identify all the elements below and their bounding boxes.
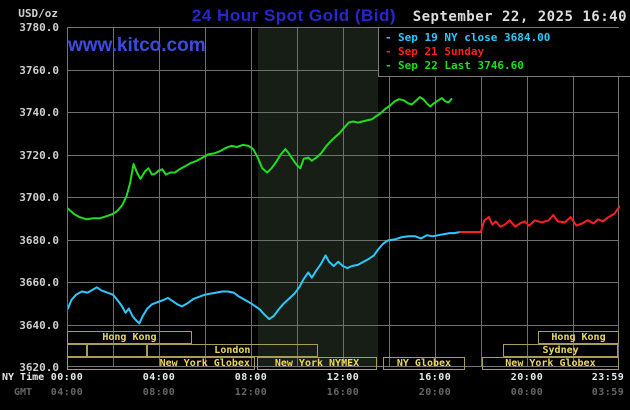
x-axis-row-name: GMT: [14, 387, 33, 398]
y-axis-label: 3680.0: [19, 233, 59, 247]
page-title: 24 Hour Spot Gold (Bid): [191, 6, 397, 25]
legend-label: Sep 21 Sunday: [398, 45, 485, 58]
legend-label: Sep 19 NY close 3684.00: [398, 31, 551, 44]
legend-dash-icon: -: [385, 59, 392, 72]
chart-legend: - Sep 19 NY close 3684.00- Sep 21 Sunday - S…: [378, 28, 630, 77]
price-line-sep22-today: [68, 96, 453, 221]
horizontal-gridline: [68, 154, 618, 156]
x-tick-label: 04:00: [50, 387, 84, 398]
x-tick-label: 04:00: [142, 372, 176, 383]
price-line-sep21-sunday: [459, 205, 620, 233]
y-axis-units-label: USD/oz: [18, 7, 58, 20]
x-tick-label: 16:00: [326, 387, 360, 398]
legend-dash-icon: -: [385, 31, 392, 44]
y-axis-label: 3740.0: [19, 106, 59, 119]
legend-item: - Sep 19 NY close 3684.00: [379, 31, 630, 45]
y-axis-label: 3640.0: [19, 318, 59, 332]
legend-dash-icon: -: [385, 45, 392, 58]
horizontal-gridline: [68, 112, 618, 113]
x-tick-label: 08:00: [234, 372, 268, 383]
y-axis-label: 3780.0: [19, 21, 59, 34]
kitco-watermark-link[interactable]: www.kitco.com: [68, 35, 206, 56]
horizontal-gridline: [68, 282, 618, 283]
x-tick-label: 00:00: [50, 372, 84, 383]
horizontal-gridline: [68, 324, 618, 326]
legend-item: - Sep 22 Last 3746.60: [379, 59, 630, 73]
price-line-sep19-friday: [68, 231, 462, 325]
x-tick-label: 16:00: [418, 372, 452, 383]
x-tick-label: 12:00: [326, 372, 360, 383]
y-axis-label: 3700.0: [19, 191, 59, 204]
chart-datetime: September 22, 2025 16:40: [412, 9, 627, 25]
y-axis-label: 3760.0: [19, 63, 59, 77]
x-tick-label: 03:59: [591, 387, 625, 398]
legend-item: - Sep 21 Sunday: [379, 45, 630, 59]
horizontal-gridline: [68, 197, 618, 198]
x-tick-label: 00:00: [510, 387, 544, 398]
horizontal-gridline: [68, 239, 618, 241]
x-tick-label: 20:00: [418, 387, 452, 398]
y-axis-label: 3660.0: [19, 276, 59, 289]
y-axis-label: 3720.0: [19, 148, 59, 162]
x-tick-label: 23:59: [591, 372, 625, 383]
x-axis-row-name: NY Time: [2, 372, 45, 383]
price-lines-svg: [68, 96, 620, 325]
plot-area: [67, 27, 620, 367]
x-tick-label: 12:00: [234, 387, 268, 398]
x-tick-label: 20:00: [510, 372, 544, 383]
legend-label: Sep 22 Last 3746.60: [398, 59, 524, 72]
x-tick-label: 08:00: [142, 387, 176, 398]
y-axis-label: 3620.0: [19, 361, 59, 374]
horizontal-gridline: [68, 69, 618, 71]
